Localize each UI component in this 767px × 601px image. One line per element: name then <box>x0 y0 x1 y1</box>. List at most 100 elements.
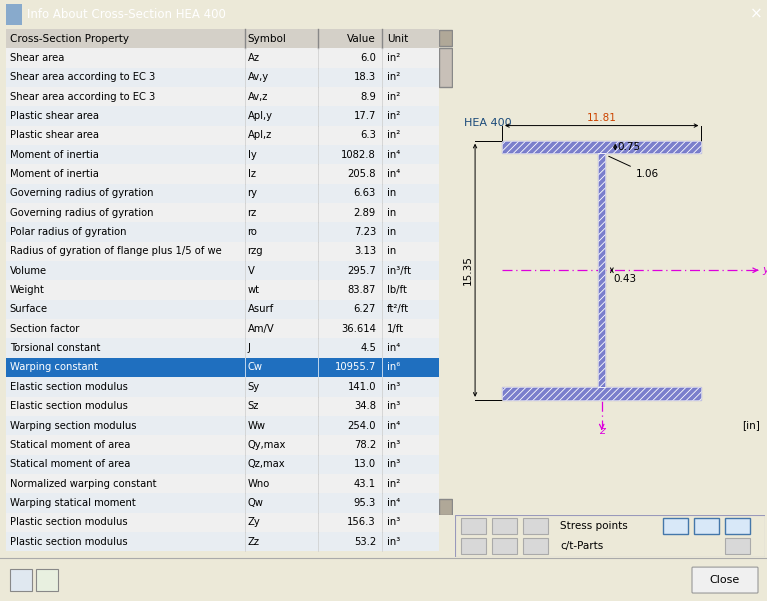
Text: Shear area according to EC 3: Shear area according to EC 3 <box>10 91 155 102</box>
Text: Av,y: Av,y <box>248 72 268 82</box>
Bar <box>725 518 750 534</box>
Text: 95.3: 95.3 <box>354 498 376 508</box>
Bar <box>6 435 439 454</box>
Text: Wno: Wno <box>248 478 270 489</box>
Text: 1082.8: 1082.8 <box>341 150 376 160</box>
Text: J: J <box>248 343 250 353</box>
Text: HEA 400: HEA 400 <box>464 118 512 129</box>
Text: 6.63: 6.63 <box>354 188 376 198</box>
Bar <box>6 454 439 474</box>
Text: c/t-Parts: c/t-Parts <box>561 541 604 551</box>
Text: Apl,z: Apl,z <box>248 130 272 140</box>
Text: Cross-Section Property: Cross-Section Property <box>10 34 129 43</box>
Text: Ww: Ww <box>248 421 265 430</box>
Text: Normalized warping constant: Normalized warping constant <box>10 478 156 489</box>
Text: Weight: Weight <box>10 285 44 295</box>
Text: Apl,y: Apl,y <box>248 111 272 121</box>
Text: 10955.7: 10955.7 <box>334 362 376 373</box>
Text: 141.0: 141.0 <box>347 382 376 392</box>
Text: Asurf: Asurf <box>248 305 274 314</box>
Text: Section factor: Section factor <box>10 324 79 334</box>
Text: Elastic section modulus: Elastic section modulus <box>10 401 127 411</box>
Bar <box>6 358 439 377</box>
Text: Qz,max: Qz,max <box>248 459 285 469</box>
Polygon shape <box>502 387 701 400</box>
Bar <box>492 518 517 534</box>
Bar <box>6 106 439 126</box>
Text: Torsional constant: Torsional constant <box>10 343 100 353</box>
Text: in³: in³ <box>387 401 400 411</box>
Bar <box>6 416 439 435</box>
Text: Plastic shear area: Plastic shear area <box>10 111 99 121</box>
Text: 43.1: 43.1 <box>354 478 376 489</box>
Text: lb/ft: lb/ft <box>387 285 407 295</box>
Text: 6.3: 6.3 <box>360 130 376 140</box>
Text: 36.614: 36.614 <box>341 324 376 334</box>
Bar <box>6 242 439 261</box>
Text: Plastic shear area: Plastic shear area <box>10 130 99 140</box>
Text: Zy: Zy <box>248 517 260 527</box>
Bar <box>6 4 22 25</box>
Text: in⁴: in⁴ <box>387 343 400 353</box>
Bar <box>6 164 439 184</box>
Bar <box>6 48 439 67</box>
Text: Warping constant: Warping constant <box>10 362 97 373</box>
Text: Info About Cross-Section HEA 400: Info About Cross-Section HEA 400 <box>27 8 225 21</box>
Text: 0.75: 0.75 <box>617 142 640 152</box>
Bar <box>461 518 486 534</box>
Bar <box>6 281 439 300</box>
Text: Value: Value <box>347 34 376 43</box>
Text: Az: Az <box>248 53 259 63</box>
Text: in⁴: in⁴ <box>387 421 400 430</box>
Text: in⁶: in⁶ <box>387 362 400 373</box>
Text: Sz: Sz <box>248 401 259 411</box>
Bar <box>6 203 439 222</box>
Text: 15.35: 15.35 <box>463 255 472 285</box>
Text: 13.0: 13.0 <box>354 459 376 469</box>
Text: rz: rz <box>248 208 257 218</box>
Text: Governing radius of gyration: Governing radius of gyration <box>10 188 153 198</box>
Text: 17.7: 17.7 <box>354 111 376 121</box>
Text: wt: wt <box>248 285 259 295</box>
Text: Qw: Qw <box>248 498 263 508</box>
Text: Governing radius of gyration: Governing radius of gyration <box>10 208 153 218</box>
Text: Cw: Cw <box>248 362 262 373</box>
Text: 156.3: 156.3 <box>347 517 376 527</box>
Text: Am/V: Am/V <box>248 324 275 334</box>
Text: Shear area according to EC 3: Shear area according to EC 3 <box>10 72 155 82</box>
Bar <box>461 538 486 554</box>
Text: in⁴: in⁴ <box>387 498 400 508</box>
Bar <box>694 518 719 534</box>
Bar <box>6 338 439 358</box>
Bar <box>36 569 58 591</box>
Text: Warping section modulus: Warping section modulus <box>10 421 136 430</box>
Text: in³: in³ <box>387 382 400 392</box>
Text: Stress points: Stress points <box>561 521 628 531</box>
Text: Zz: Zz <box>248 537 259 547</box>
Bar <box>439 48 452 87</box>
Text: Volume: Volume <box>10 266 47 276</box>
Text: 3.13: 3.13 <box>354 246 376 257</box>
Bar <box>523 538 548 554</box>
Text: 4.5: 4.5 <box>360 343 376 353</box>
Text: ro: ro <box>248 227 258 237</box>
Text: in: in <box>387 188 396 198</box>
Text: 295.7: 295.7 <box>347 266 376 276</box>
Bar <box>439 30 452 46</box>
Text: Statical moment of area: Statical moment of area <box>10 459 130 469</box>
Text: in³: in³ <box>387 459 400 469</box>
Text: in³: in³ <box>387 517 400 527</box>
Text: in²: in² <box>387 72 400 82</box>
Text: Iz: Iz <box>248 169 255 179</box>
Bar <box>6 377 439 397</box>
Text: Moment of inertia: Moment of inertia <box>10 169 98 179</box>
Bar <box>6 126 439 145</box>
Text: Shear area: Shear area <box>10 53 64 63</box>
Text: V: V <box>248 266 255 276</box>
Text: Unit: Unit <box>387 34 408 43</box>
Text: in³: in³ <box>387 440 400 450</box>
Text: Moment of inertia: Moment of inertia <box>10 150 98 160</box>
Text: y: y <box>762 265 767 275</box>
Text: Symbol: Symbol <box>248 34 286 43</box>
Polygon shape <box>502 141 701 153</box>
